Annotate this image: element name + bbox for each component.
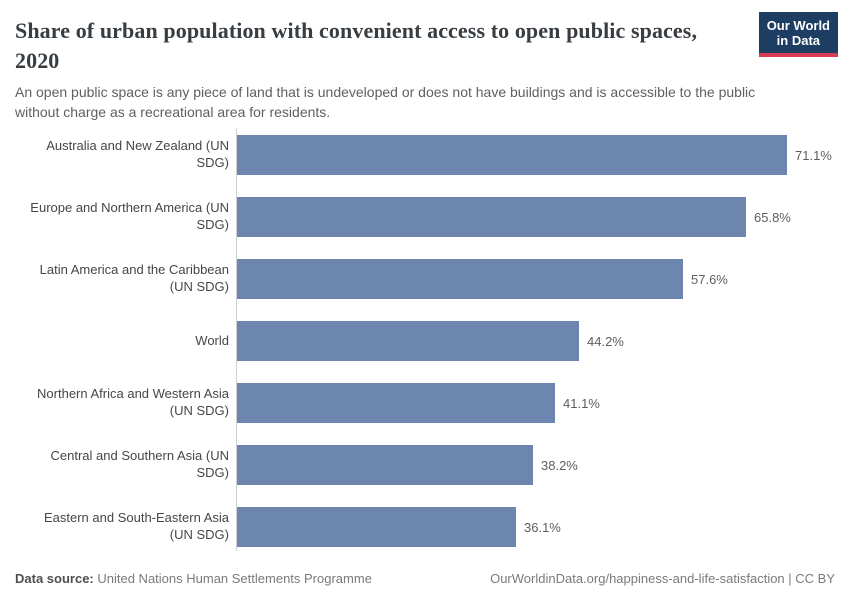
data-source: Data source: United Nations Human Settle… (15, 571, 372, 586)
value-label: 71.1% (795, 147, 832, 163)
bar (237, 445, 533, 485)
bar (237, 135, 787, 175)
category-label: World (195, 332, 229, 348)
owid-logo: Our World in Data (758, 12, 838, 57)
bar-track: 71.1% (237, 124, 850, 186)
chart-subtitle: An open public space is any piece of lan… (15, 83, 756, 120)
bar-row: Central and Southern Asia (UN SDG) 38.2% (0, 434, 850, 496)
bar-row: Europe and Northern America (UN SDG) 65.8… (0, 186, 850, 248)
bar-row: Eastern and South-Eastern Asia (UN SDG) 3… (0, 496, 850, 558)
owid-logo-line2: in Data (776, 33, 821, 49)
bar-track: 44.2% (237, 310, 850, 372)
bar-row: Northern Africa and Western Asia (UN SDG… (0, 372, 850, 434)
bar-chart: Australia and New Zealand (UN SDG) 71.1% E… (0, 124, 850, 560)
bar (237, 321, 579, 361)
bar-rows: Australia and New Zealand (UN SDG) 71.1% E… (0, 124, 850, 558)
category-label: Australia and New Zealand (UN SDG) (46, 138, 229, 170)
value-label: 36.1% (524, 519, 561, 535)
chart-footer: Data source: United Nations Human Settle… (15, 571, 835, 586)
owid-url: OurWorldinData.org/happiness-and-life-sa… (490, 571, 835, 586)
y-axis-line (236, 128, 237, 551)
chart-header: Share of urban population with convenien… (0, 0, 850, 123)
bar-row: Australia and New Zealand (UN SDG) 71.1% (0, 124, 850, 186)
bar-track: 41.1% (237, 372, 850, 434)
category-label: Eastern and South-Eastern Asia (UN SDG) (43, 510, 229, 542)
bar (237, 507, 516, 547)
data-source-text: United Nations Human Settlements Program… (93, 571, 372, 586)
category-label: Northern Africa and Western Asia (UN SDG… (37, 386, 229, 418)
category-label: Europe and Northern America (UN SDG) (30, 200, 229, 232)
data-source-label: Data source: (15, 571, 94, 586)
value-label: 41.1% (563, 395, 600, 411)
value-label: 38.2% (541, 457, 578, 473)
bar (237, 259, 683, 299)
bar-row: World 44.2% (0, 310, 850, 372)
bar-track: 38.2% (237, 434, 850, 496)
bar (237, 383, 555, 423)
owid-logo-line1: Our World (766, 18, 830, 33)
bar (237, 197, 746, 237)
category-label: Latin America and the Caribbean (UN SDG) (39, 262, 229, 294)
bar-track: 57.6% (237, 248, 850, 310)
bar-track: 65.8% (237, 186, 850, 248)
value-label: 65.8% (754, 209, 791, 225)
value-label: 44.2% (587, 333, 624, 349)
value-label: 57.6% (691, 271, 728, 287)
bar-row: Latin America and the Caribbean (UN SDG)… (0, 248, 850, 310)
chart-title: Share of urban population with convenien… (15, 18, 698, 73)
bar-track: 36.1% (237, 496, 850, 558)
category-label: Central and Southern Asia (UN SDG) (50, 448, 229, 480)
